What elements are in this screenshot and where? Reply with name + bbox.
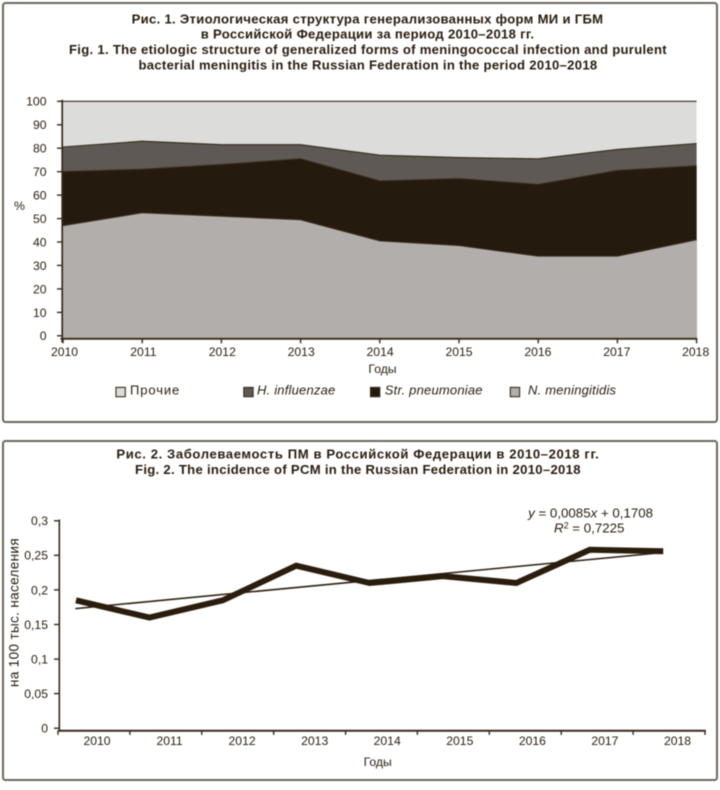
svg-text:10: 10: [33, 306, 47, 320]
svg-text:0,3: 0,3: [31, 514, 48, 528]
svg-text:40: 40: [33, 235, 47, 249]
svg-text:0,25: 0,25: [24, 549, 48, 563]
svg-text:2017: 2017: [603, 345, 630, 359]
svg-text:Годы: Годы: [368, 362, 396, 376]
svg-text:90: 90: [33, 118, 47, 132]
svg-text:R2 = 0,7225: R2 = 0,7225: [554, 520, 624, 535]
svg-text:на 100 тыс. населения: на 100 тыс. населения: [7, 538, 22, 687]
svg-text:Рис. 1. Этиологическая структу: Рис. 1. Этиологическая структура генерал…: [132, 11, 604, 26]
svg-text:0,1: 0,1: [31, 653, 48, 667]
svg-text:Fig. 2. The incidence of PCM i: Fig. 2. The incidence of PCM in the Russ…: [135, 462, 581, 477]
svg-text:2015: 2015: [446, 734, 473, 748]
svg-text:Годы: Годы: [364, 755, 392, 769]
svg-text:2013: 2013: [288, 345, 315, 359]
svg-text:60: 60: [33, 189, 47, 203]
svg-text:N. meningitidis: N. meningitidis: [528, 382, 617, 397]
svg-text:2011: 2011: [130, 345, 156, 359]
svg-text:2017: 2017: [591, 734, 618, 748]
svg-text:80: 80: [33, 142, 47, 156]
svg-text:2010: 2010: [51, 345, 78, 359]
svg-text:H. influenzae: H. influenzae: [257, 382, 335, 397]
svg-text:2012: 2012: [209, 345, 236, 359]
svg-text:2013: 2013: [301, 734, 328, 748]
svg-text:bacterial meningitis in the Ru: bacterial meningitis in the Russian Fede…: [138, 57, 597, 72]
svg-text:0,15: 0,15: [24, 618, 48, 632]
svg-text:2011: 2011: [156, 734, 182, 748]
svg-text:0: 0: [41, 722, 48, 736]
svg-text:y = 0,0085x + 0,1708: y = 0,0085x + 0,1708: [527, 505, 653, 520]
svg-text:2016: 2016: [519, 734, 546, 748]
svg-text:20: 20: [33, 282, 47, 296]
svg-text:2015: 2015: [445, 345, 472, 359]
svg-text:2010: 2010: [83, 734, 110, 748]
svg-text:2018: 2018: [664, 734, 691, 748]
svg-text:%: %: [14, 199, 25, 213]
svg-text:Str. pneumoniae: Str. pneumoniae: [385, 382, 483, 397]
svg-text:Прочие: Прочие: [130, 382, 180, 397]
svg-text:100: 100: [26, 95, 47, 109]
svg-text:0: 0: [40, 329, 47, 343]
svg-text:2018: 2018: [682, 345, 709, 359]
svg-text:Fig. 1. The etiologic structur: Fig. 1. The etiologic structure of gener…: [69, 42, 667, 57]
svg-text:2014: 2014: [374, 734, 401, 748]
svg-text:30: 30: [33, 259, 47, 273]
svg-text:50: 50: [33, 212, 47, 226]
svg-text:70: 70: [33, 165, 47, 179]
svg-text:0,2: 0,2: [31, 583, 48, 597]
svg-text:Рис. 2. Заболеваемость ПМ в Р: Рис. 2. Заболеваемость ПМ в Российской Ф…: [116, 447, 599, 462]
svg-text:2012: 2012: [229, 734, 256, 748]
svg-text:2016: 2016: [524, 345, 551, 359]
svg-text:0,05: 0,05: [24, 687, 48, 701]
svg-text:в Российской Федерации за пер: в Российской Федерации за период 2010–20…: [201, 27, 535, 42]
svg-text:2014: 2014: [367, 345, 394, 359]
